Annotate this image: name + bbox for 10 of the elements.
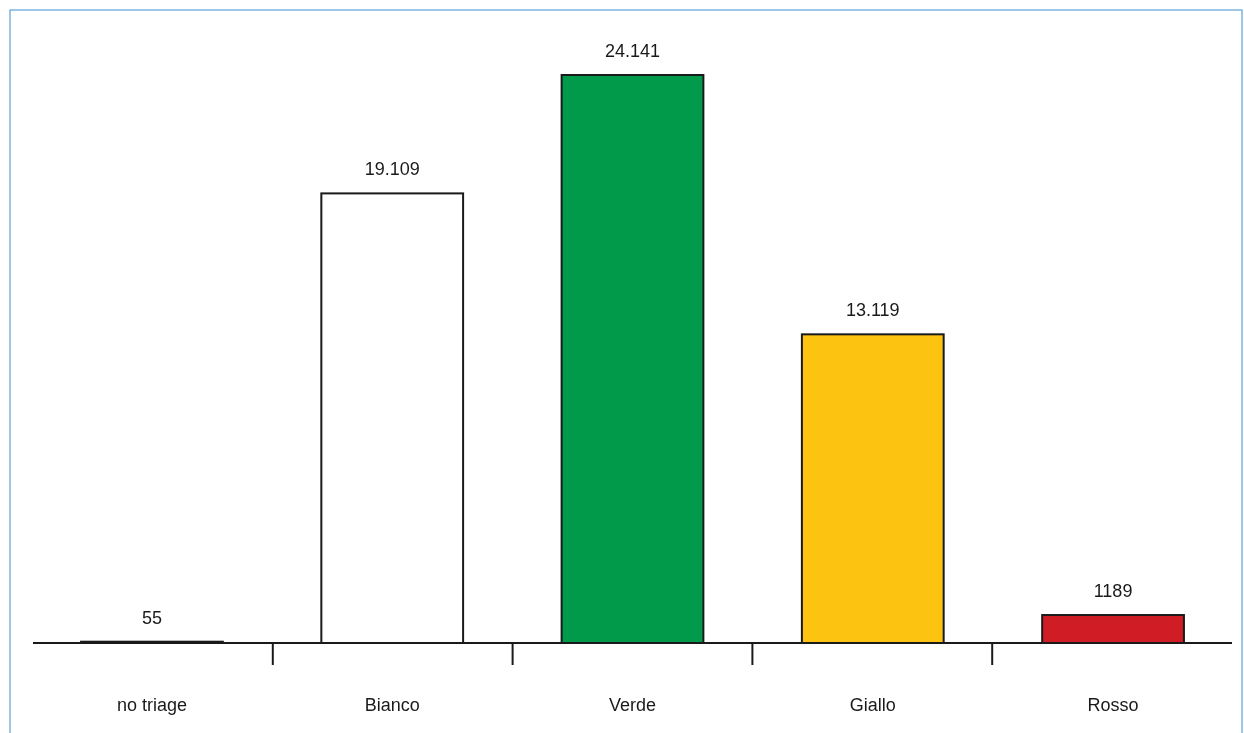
data-label: 55	[141, 607, 162, 628]
x-tick-label: Rosso	[1087, 695, 1139, 715]
x-tick-label: Verde	[608, 695, 657, 715]
x-tick-label: no triage	[116, 695, 187, 715]
data-label: 19.109	[364, 159, 420, 180]
data-label: 24.141	[604, 41, 661, 61]
x-tick-label: Bianco	[364, 695, 420, 715]
data-label: 13.119	[845, 300, 900, 321]
data-label: 1189	[1093, 581, 1133, 602]
x-tick-label: Giallo	[849, 695, 896, 715]
